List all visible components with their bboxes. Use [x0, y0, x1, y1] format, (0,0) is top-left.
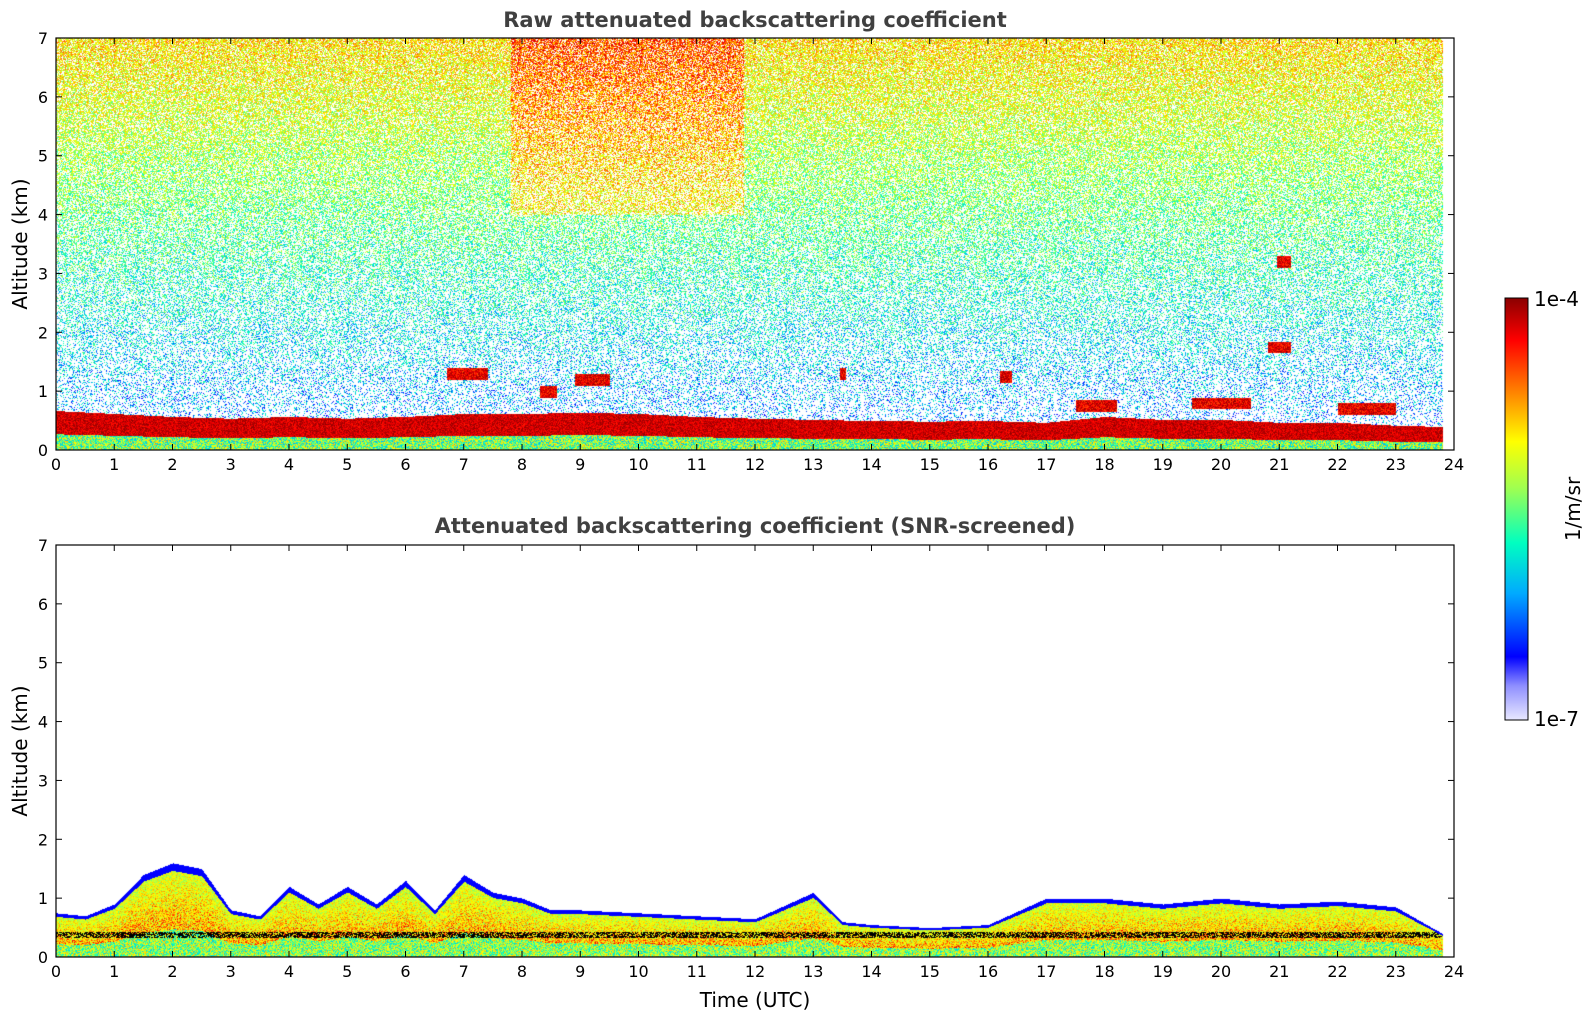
colorbar-gradient: [1504, 297, 1529, 721]
x-tick-label: 12: [745, 455, 765, 474]
x-tick-label: 5: [342, 962, 352, 981]
x-tick-label: 15: [920, 455, 940, 474]
y-tick-label: 1: [38, 889, 48, 908]
x-tick-label: 9: [575, 962, 585, 981]
x-tick-label: 12: [745, 962, 765, 981]
x-tick-label: 20: [1211, 455, 1231, 474]
x-tick-label: 6: [400, 455, 410, 474]
x-tick-label: 7: [459, 962, 469, 981]
x-tick-label: 2: [167, 455, 177, 474]
panel-screened: Attenuated backscattering coefficient (S…: [8, 514, 1464, 1012]
y-tick-label: 3: [38, 264, 48, 283]
y-tick-label: 0: [38, 441, 48, 460]
y-tick-label: 4: [38, 206, 48, 225]
x-tick-label: 19: [1153, 962, 1173, 981]
panel-screened-heatmap: [56, 545, 1454, 957]
x-tick-label: 5: [342, 455, 352, 474]
x-tick-label: 14: [861, 455, 881, 474]
x-tick-label: 7: [459, 455, 469, 474]
x-tick-label: 0: [51, 962, 61, 981]
x-tick-label: 11: [687, 962, 707, 981]
x-tick-label: 10: [628, 455, 648, 474]
x-tick-label: 23: [1386, 962, 1406, 981]
colorbar-unit-label: 1/m/sr: [1561, 476, 1585, 541]
y-tick-label: 1: [38, 382, 48, 401]
x-tick-label: 16: [978, 962, 998, 981]
y-tick-label: 0: [38, 948, 48, 967]
x-tick-label: 21: [1269, 455, 1289, 474]
x-tick-label: 16: [978, 455, 998, 474]
x-tick-label: 15: [920, 962, 940, 981]
colorbar: 1e-4 1e-7 1/m/sr: [1504, 287, 1585, 731]
y-tick-label: 6: [38, 88, 48, 107]
x-tick-label: 21: [1269, 962, 1289, 981]
x-tick-label: 23: [1386, 455, 1406, 474]
x-tick-label: 13: [803, 455, 823, 474]
x-tick-label: 10: [628, 962, 648, 981]
x-tick-label: 0: [51, 455, 61, 474]
x-tick-label: 14: [861, 962, 881, 981]
x-tick-label: 6: [400, 962, 410, 981]
x-tick-label: 13: [803, 962, 823, 981]
x-tick-label: 18: [1094, 455, 1114, 474]
y-tick-label: 5: [38, 654, 48, 673]
y-tick-label: 7: [38, 536, 48, 555]
panel-raw-heatmap: [56, 38, 1454, 450]
x-tick-label: 1: [109, 962, 119, 981]
x-tick-label: 17: [1036, 962, 1056, 981]
panel-screened-title: Attenuated backscattering coefficient (S…: [435, 514, 1076, 538]
y-tick-label: 7: [38, 29, 48, 48]
x-tick-label: 3: [226, 455, 236, 474]
y-tick-label: 5: [38, 147, 48, 166]
y-tick-label: 6: [38, 595, 48, 614]
panel-raw-ylabel: Altitude (km): [8, 178, 32, 309]
x-tick-label: 4: [284, 455, 294, 474]
panel-screened-xlabel: Time (UTC): [699, 988, 811, 1012]
y-tick-label: 4: [38, 713, 48, 732]
x-tick-label: 22: [1327, 962, 1347, 981]
y-tick-label: 3: [38, 771, 48, 790]
x-tick-label: 11: [687, 455, 707, 474]
y-tick-label: 2: [38, 323, 48, 342]
colorbar-min-label: 1e-7: [1534, 707, 1579, 731]
x-tick-label: 8: [517, 962, 527, 981]
panel-raw-title: Raw attenuated backscattering coefficien…: [503, 8, 1007, 32]
x-tick-label: 18: [1094, 962, 1114, 981]
x-tick-label: 2: [167, 962, 177, 981]
panel-screened-ticks: 0 1 2 3 4 5 6 7 8 9 10 11 12 13 14 15 16 17 18 19 20 21 22 23 24…: [38, 536, 1464, 981]
x-tick-label: 8: [517, 455, 527, 474]
x-tick-label: 22: [1327, 455, 1347, 474]
x-tick-label: 1: [109, 455, 119, 474]
x-tick-label: 24: [1444, 455, 1464, 474]
x-tick-label: 4: [284, 962, 294, 981]
x-tick-label: 24: [1444, 962, 1464, 981]
colorbar-max-label: 1e-4: [1534, 287, 1579, 311]
x-tick-label: 9: [575, 455, 585, 474]
y-tick-label: 2: [38, 830, 48, 849]
panel-raw-ticks: 0 1 2 3 4 5 6 7 8 9 10 11 12 13 14 15 16 17 18 19 20 21 22 23 24…: [38, 29, 1464, 474]
x-tick-label: 20: [1211, 962, 1231, 981]
x-tick-label: 19: [1153, 455, 1173, 474]
panel-screened-ylabel: Altitude (km): [8, 685, 32, 816]
panel-raw: Raw attenuated backscattering coefficien…: [8, 8, 1464, 474]
x-tick-label: 17: [1036, 455, 1056, 474]
x-tick-label: 3: [226, 962, 236, 981]
